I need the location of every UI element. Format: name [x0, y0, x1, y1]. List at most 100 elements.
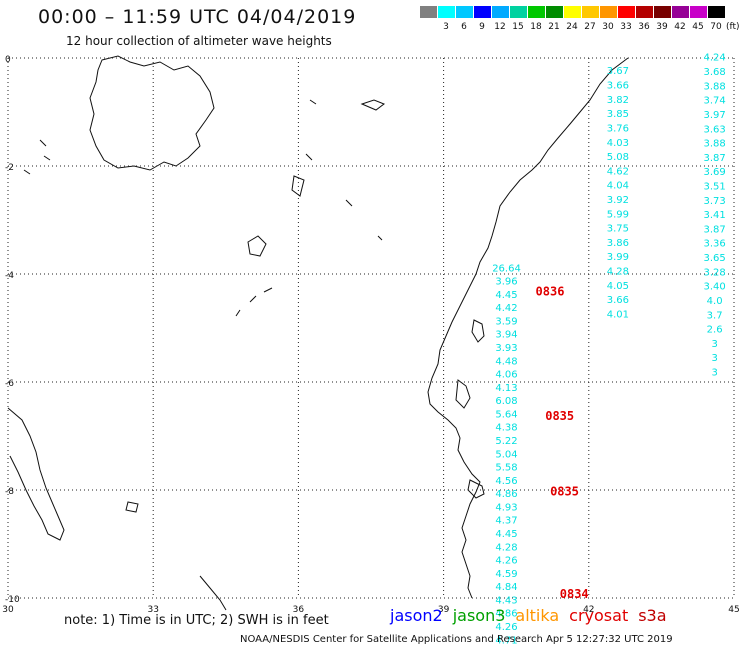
- wave-height-value: 3: [711, 368, 717, 379]
- pemba-island: [455, 379, 471, 409]
- color-swatch: [438, 6, 455, 18]
- color-swatch: [636, 6, 653, 18]
- color-swatch: [474, 6, 491, 18]
- wave-height-value: 4.03: [607, 138, 629, 149]
- lake-small-4: [125, 501, 139, 513]
- longitude-tick: 39: [438, 605, 450, 615]
- wave-height-value: 3.51: [704, 181, 726, 192]
- wave-height-value: 3.66: [607, 81, 629, 92]
- legend-jason3: jason3: [452, 606, 506, 625]
- wave-height-value: 4.13: [495, 383, 517, 394]
- wave-height-value: 3.87: [704, 224, 726, 235]
- wave-height-value: 3.99: [607, 252, 629, 263]
- wave-height-value: 2.6: [707, 325, 723, 336]
- wave-height-value: 3.76: [607, 123, 629, 134]
- lake-tanganyika: [7, 407, 65, 541]
- legend-s3a: s3a: [638, 606, 667, 625]
- wave-height-value: 4.28: [607, 267, 629, 278]
- wave-height-value: 3.40: [704, 282, 726, 293]
- legend-cryosat: cryosat: [569, 606, 629, 625]
- footer-note: note: 1) Time is in UTC; 2) SWH is in fe…: [64, 613, 329, 628]
- wave-height-value: 3.85: [607, 109, 629, 120]
- lake-victoria: [89, 55, 215, 171]
- zanzibar-island: [471, 319, 485, 343]
- color-scale-label: 70: [710, 22, 722, 32]
- wave-height-value: 3.94: [495, 330, 517, 341]
- color-swatch: [492, 6, 509, 18]
- wave-height-value: 3.36: [704, 239, 726, 250]
- footer-credit: NOAA/NESDIS Center for Satellite Applica…: [240, 634, 673, 645]
- africa-coast: [427, 57, 629, 599]
- lake-small-2: [291, 175, 305, 197]
- legend-jason2: jason2: [390, 606, 443, 625]
- wave-height-value: 3.7: [707, 310, 723, 321]
- color-scale-label: 3: [443, 22, 449, 32]
- wave-height-value: 4.71: [495, 635, 517, 646]
- wave-height-value: 3.86: [607, 238, 629, 249]
- wave-height-value: 4.86: [495, 609, 517, 620]
- wave-height-value: 3.88: [704, 81, 726, 92]
- wave-height-value: 3: [711, 353, 717, 364]
- wave-height-value: 3.66: [607, 295, 629, 306]
- color-swatch: [690, 6, 707, 18]
- mafia-island: [467, 479, 485, 499]
- wave-height-value: 4.26: [495, 556, 517, 567]
- color-scale-label: 42: [674, 22, 686, 32]
- lake-small-6: [305, 99, 383, 241]
- longitude-tick: 30: [2, 605, 14, 615]
- color-swatch: [582, 6, 599, 18]
- wave-height-value: 4.84: [495, 582, 517, 593]
- color-scale-label: 6: [461, 22, 467, 32]
- legend-altika: altika: [515, 606, 560, 625]
- lat-lon-grid: [7, 57, 735, 599]
- longitude-tick: 45: [728, 605, 739, 615]
- color-scale-unit: (ft): [726, 22, 740, 32]
- wave-height-value: 4.56: [495, 476, 517, 487]
- color-scale-label: 30: [602, 22, 614, 32]
- wave-height-value: 3.92: [607, 195, 629, 206]
- wave-height-value: 4.28: [495, 542, 517, 553]
- color-scale-label: 12: [494, 22, 506, 32]
- color-scale-label: 33: [620, 22, 632, 32]
- wave-height-value: 5.64: [495, 409, 517, 420]
- longitude-tick: 36: [293, 605, 305, 615]
- wave-height-value: 4.38: [495, 423, 517, 434]
- wave-height-value: 3.96: [495, 277, 517, 288]
- wave-height-value: 6.08: [495, 396, 517, 407]
- latitude-tick: -2: [5, 163, 14, 173]
- wave-height-value: 3.93: [495, 343, 517, 354]
- wave-height-value: 4.05: [607, 281, 629, 292]
- latitude-tick: -8: [5, 487, 14, 497]
- wave-height-value: 3.73: [704, 196, 726, 207]
- wave-height-value: 3.75: [607, 224, 629, 235]
- latitude-tick: 0: [5, 55, 11, 65]
- wave-height-value: 4.59: [495, 569, 517, 580]
- color-swatch: [672, 6, 689, 18]
- color-swatch: [528, 6, 545, 18]
- color-scale-label: 24: [566, 22, 578, 32]
- wave-height-value: 4.62: [607, 166, 629, 177]
- latitude-tick-labels: 0 -2 -4 -6 -8 -10: [5, 55, 20, 605]
- wave-height-value: 3.69: [704, 167, 726, 178]
- color-scale-label: 36: [638, 22, 650, 32]
- color-scale-label: 21: [548, 22, 560, 32]
- map-title: 00:00 – 11:59 UTC 04/04/2019: [38, 6, 357, 28]
- pass-time-label: 0836: [536, 285, 565, 299]
- color-swatch: [600, 6, 617, 18]
- color-swatch: [564, 6, 581, 18]
- wave-height-value: 4.0: [707, 296, 723, 307]
- wave-height-tracks: 3.673.663.823.853.764.035.084.624.043.92…: [492, 53, 726, 647]
- wave-height-value: 5.22: [495, 436, 517, 447]
- wave-height-value: 4.26: [495, 622, 517, 633]
- wave-height-value: 5.99: [607, 209, 629, 220]
- lake-small-7: [23, 139, 51, 175]
- wave-height-value: 3.41: [704, 210, 726, 221]
- color-swatch: [708, 6, 725, 18]
- pass-time-label: 0835: [545, 409, 574, 423]
- wave-height-value: 3.63: [704, 124, 726, 135]
- color-swatch: [420, 6, 437, 18]
- latitude-tick: -10: [5, 595, 20, 605]
- wave-height-value: 4.45: [495, 529, 517, 540]
- color-scale-label: 27: [584, 22, 596, 32]
- latitude-tick: -6: [5, 379, 14, 389]
